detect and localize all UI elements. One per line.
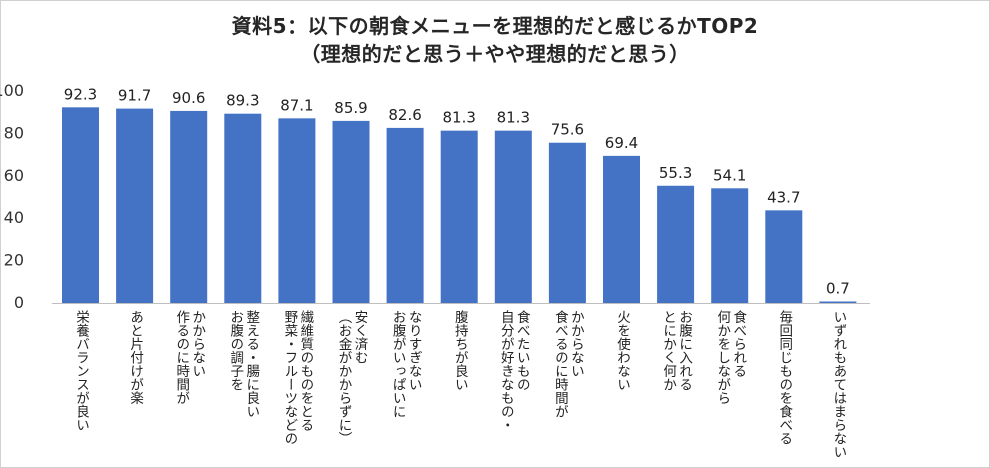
category-label-line: お腹の調子を — [227, 310, 244, 391]
category-label-line: 整える・腸に良い — [243, 310, 260, 418]
bar — [332, 120, 370, 303]
data-label: 69.4 — [605, 134, 638, 152]
bar — [711, 188, 749, 303]
category-label: 火を使わない — [596, 310, 648, 460]
bar — [603, 155, 640, 303]
bar — [224, 113, 262, 304]
bar — [440, 130, 478, 303]
data-label: 92.3 — [64, 85, 97, 103]
bar — [386, 127, 424, 303]
category-label: 何かをしながら 食べられる — [704, 310, 756, 460]
bar — [819, 301, 857, 303]
data-label: 87.1 — [280, 96, 313, 114]
category-label-line: 栄養バランスが良い — [73, 310, 89, 432]
y-tick-label: 20 — [4, 251, 24, 270]
y-tick-label: 80 — [4, 123, 24, 142]
data-label: 81.3 — [442, 109, 475, 127]
bar — [494, 130, 532, 303]
chart-subtitle: （理想的だと思う＋やや理想的だと思う） — [300, 42, 690, 66]
category-label-line: なりすぎない — [405, 310, 422, 391]
category-label-line: とにかく何か — [660, 310, 677, 391]
category-label: 野菜・フルーツなどの 繊維質のものをとる — [271, 310, 323, 460]
data-label: 85.9 — [334, 99, 367, 117]
category-label: （お金がかからずに） 安く済む — [325, 310, 377, 460]
bar — [765, 210, 803, 303]
category-label-line: 野菜・フルーツなどの — [281, 310, 298, 445]
category-label-line: 安く済む — [351, 310, 368, 364]
data-label: 75.6 — [551, 121, 584, 139]
category-label-line: 何かをしながら — [714, 310, 731, 405]
data-label: 91.7 — [118, 87, 151, 105]
category-label-line: 食べられる — [730, 310, 747, 378]
y-tick-label: 60 — [4, 166, 24, 185]
chart-title: 資料5：以下の朝食メニューを理想的だと感じるかTOP2 — [231, 14, 759, 38]
category-label: お腹の調子を 整える・腸に良い — [217, 310, 269, 460]
category-label-line: あと片付けが楽 — [127, 310, 144, 405]
category-label: お腹がいっぱいに なりすぎない — [379, 310, 431, 460]
category-label: 自分が好きなもの・ 食べたいもの — [487, 310, 539, 460]
data-label: 0.7 — [826, 280, 850, 298]
category-label-line: 食べるのに時間が — [551, 310, 568, 418]
category-label: 毎回同じものを食べる — [758, 310, 810, 460]
category-label: 食べるのに時間が かからない — [541, 310, 593, 460]
data-label: 55.3 — [659, 164, 692, 182]
data-label: 43.7 — [767, 188, 800, 206]
category-label-line: 毎回同じものを食べる — [776, 310, 793, 445]
data-label: 89.3 — [226, 92, 259, 110]
category-label-line: 火を使わない — [614, 310, 630, 391]
category-label-line: 繊維質のものをとる — [297, 310, 314, 432]
bar — [548, 142, 586, 303]
category-label-line: お腹がいっぱいに — [389, 310, 406, 418]
category-label-line: （お金がかからずに） — [335, 310, 352, 445]
category-label-line: 自分が好きなもの・ — [497, 310, 514, 432]
category-label-line: お腹に入れる — [676, 310, 693, 391]
category-label: 作るのに時間が かからない — [163, 310, 215, 460]
category-label-line: 食べたいもの — [513, 310, 530, 391]
category-label: とにかく何か お腹に入れる — [650, 310, 702, 460]
data-label: 82.6 — [388, 106, 421, 124]
bar — [62, 107, 99, 303]
category-label-line: 作るのに時間が — [173, 310, 190, 405]
category-label-line: 腹持ちが良い — [451, 310, 468, 391]
y-tick-label: 100 — [0, 81, 24, 100]
bar — [116, 108, 154, 303]
category-label: 栄養バランスが良い — [55, 310, 107, 460]
category-label: あと片付けが楽 — [109, 310, 161, 460]
bar — [278, 118, 316, 304]
data-label: 81.3 — [497, 109, 530, 127]
category-label-line: かからない — [189, 310, 206, 378]
bar — [657, 185, 695, 303]
data-label: 54.1 — [713, 166, 746, 184]
y-tick-label: 40 — [4, 208, 24, 227]
category-label: 腹持ちが良い — [433, 310, 485, 460]
y-tick-label: 0 — [14, 293, 24, 312]
category-label: いずれもあてはまらない — [812, 310, 864, 460]
bar — [170, 110, 208, 303]
category-label-line: かからない — [567, 310, 584, 378]
data-label: 90.6 — [172, 89, 205, 107]
category-label-line: いずれもあてはまらない — [830, 310, 847, 459]
